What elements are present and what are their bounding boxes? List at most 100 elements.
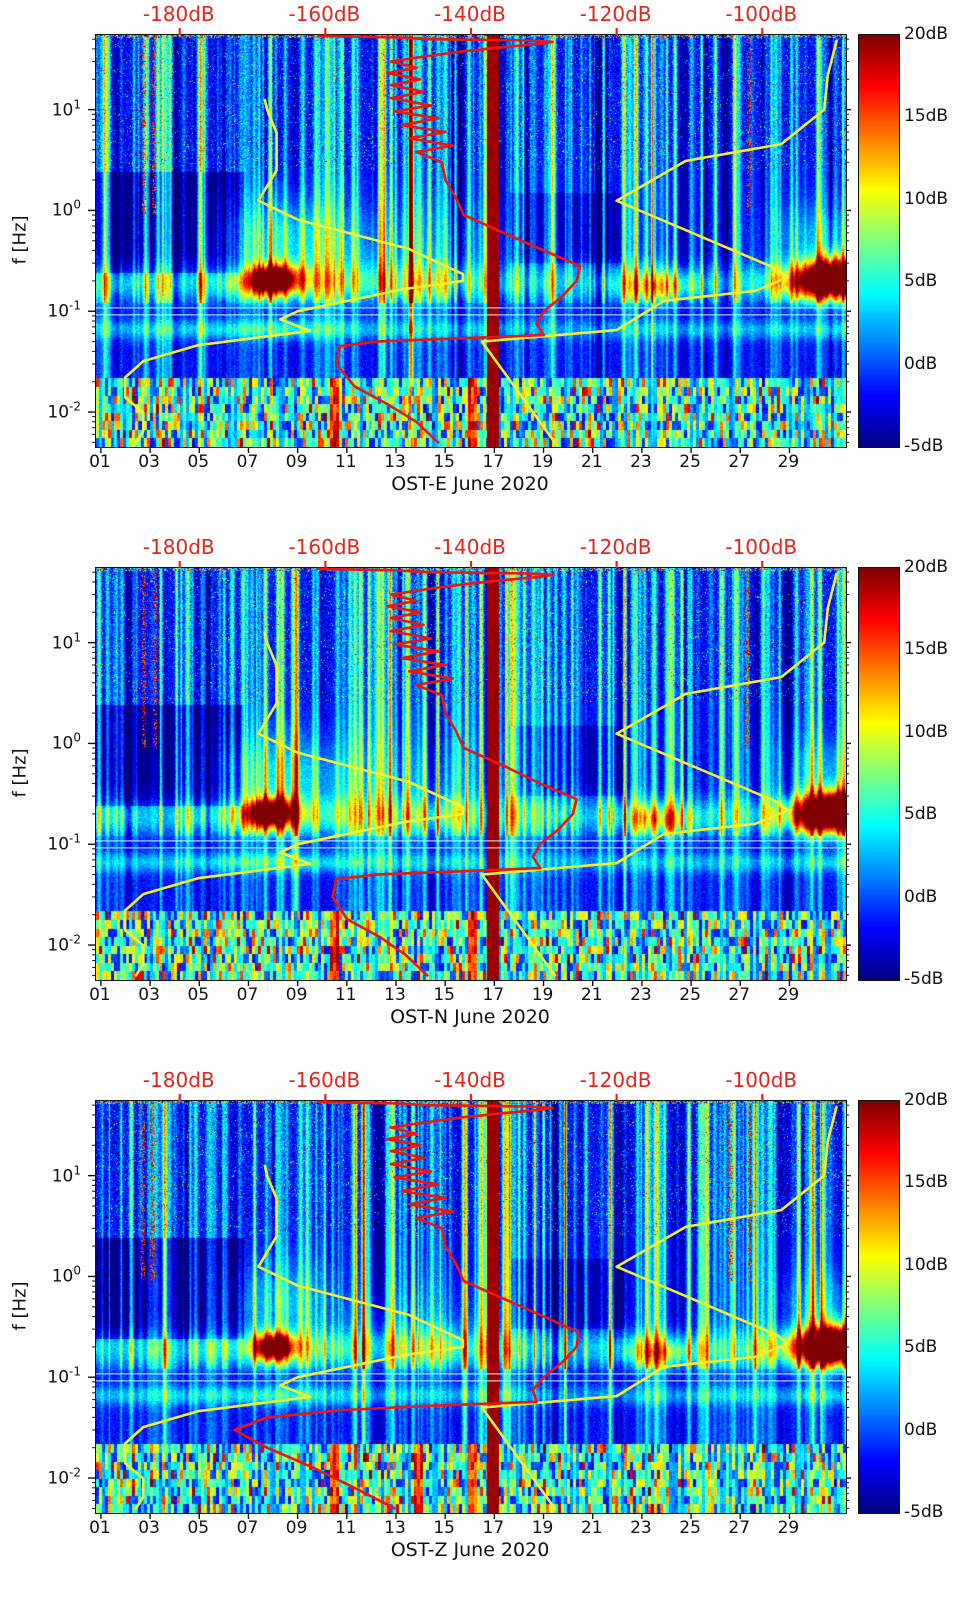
colorbar-tick-label: 0dB: [904, 353, 938, 374]
colorbar-tick-label: -5dB: [904, 969, 944, 989]
x-tick-label: 27: [728, 985, 751, 1005]
y-tick-label: 101: [51, 630, 81, 653]
top-db-label: -140dB: [434, 1068, 506, 1092]
top-db-label: -120dB: [579, 535, 652, 559]
noise-model-high-curve: [480, 39, 838, 444]
colorbar: [858, 34, 900, 448]
x-tick-label: 27: [728, 452, 751, 472]
colorbar-tick-label: 15dB: [904, 1172, 949, 1193]
y-tick-label: 10-2: [47, 1465, 81, 1489]
top-db-label: -140dB: [434, 2, 506, 26]
x-tick-label: 15: [433, 1518, 455, 1538]
top-db-label: -160dB: [288, 2, 361, 26]
psd-mode-curve: [233, 1100, 581, 1510]
x-tick-labels: 01 03 05 07 09 11 13 15 17 19 21 23 25 27 29: [89, 1518, 845, 1538]
x-tick-label: 25: [679, 452, 701, 472]
x-tick-labels: 01 03 05 07 09 11 13 15 17 19 21 23 25 27 29: [89, 985, 845, 1005]
psd-mode-curve: [316, 34, 582, 444]
x-tick-label: 15: [433, 985, 455, 1005]
x-axis-title: OST-E June 2020: [391, 473, 549, 495]
y-tick-label: 100: [51, 731, 81, 754]
x-tick-label: 07: [236, 452, 259, 472]
y-tick-label: 10-1: [47, 298, 81, 322]
colorbar-labels: 20dB 15dB 10dB 5dB 0dB -5dB: [904, 557, 961, 989]
x-tick-label: 11: [334, 985, 357, 1005]
curves-overlay: [88, 561, 851, 986]
colorbar-tick-label: 10dB: [904, 188, 949, 209]
y-tick-label: 10-2: [47, 399, 81, 423]
x-tick-label: 13: [384, 452, 406, 472]
noise-model-high-curve: [480, 572, 838, 977]
x-tick-label: 21: [580, 985, 603, 1005]
x-tick-label: 25: [679, 1518, 701, 1538]
top-db-label: -120dB: [579, 2, 652, 26]
x-tick-label: 09: [285, 1518, 308, 1538]
y-tick-labels: 10-2 10-1 100 101: [0, 1100, 87, 1512]
spectrogram-plot: [88, 1094, 851, 1519]
spectrogram-canvas: [96, 35, 846, 447]
top-db-label: -180dB: [142, 2, 215, 26]
colorbar-labels: 20dB 15dB 10dB 5dB 0dB -5dB: [904, 1090, 961, 1522]
x-tick-label: 19: [531, 985, 554, 1005]
colorbar-tick-label: 5dB: [904, 1337, 938, 1358]
noise-model-high-curve: [480, 1105, 838, 1510]
x-tick-label: 01: [89, 1518, 111, 1538]
colorbar-labels: 20dB 15dB 10dB 5dB 0dB -5dB: [904, 24, 961, 456]
x-tick-label: 23: [630, 985, 652, 1005]
colorbar-tick-label: 15dB: [904, 639, 949, 660]
x-tick-label: 17: [482, 1518, 505, 1538]
colorbar-tick-label: 20dB: [904, 24, 949, 44]
colorbar: [858, 1100, 900, 1514]
noise-model-low-curve: [123, 1164, 465, 1510]
top-db-axis: -180dB -160dB -140dB -120dB -100dB: [95, 1068, 845, 1096]
top-db-label: -180dB: [142, 1068, 215, 1092]
top-db-label: -100dB: [725, 2, 798, 26]
psd-mode-curve: [316, 567, 578, 977]
colorbar-tick-label: 10dB: [904, 1254, 949, 1275]
x-tick-label: 21: [580, 1518, 603, 1538]
x-tick-label: 05: [187, 452, 210, 472]
panel-2: -180dB -160dB -140dB -120dB -100dB f [Hz] 10…: [0, 1066, 962, 1599]
x-tick-label: 13: [384, 1518, 406, 1538]
top-db-label: -160dB: [288, 535, 361, 559]
y-tick-label: 101: [51, 97, 81, 120]
x-tick-label: 07: [236, 1518, 259, 1538]
colorbar-tick-label: 15dB: [904, 106, 949, 127]
x-tick-label: 29: [777, 985, 800, 1005]
top-db-label: -100dB: [725, 1068, 798, 1092]
x-tick-label: 11: [334, 1518, 357, 1538]
y-tick-label: 10-1: [47, 831, 81, 855]
x-tick-label: 29: [777, 1518, 800, 1538]
noise-model-low-curve: [123, 631, 465, 977]
top-db-axis: -180dB -160dB -140dB -120dB -100dB: [95, 2, 845, 30]
colorbar-tick-label: 20dB: [904, 1090, 949, 1110]
curves-overlay: [88, 28, 851, 453]
spectrogram-canvas: [96, 1101, 846, 1513]
curves-overlay: [88, 1094, 851, 1519]
panel-0: -180dB -160dB -140dB -120dB -100dB f [Hz] 10…: [0, 0, 962, 533]
x-tick-label: 23: [630, 1518, 652, 1538]
y-tick-label: 100: [51, 198, 81, 221]
x-tick-label: 09: [285, 985, 308, 1005]
x-tick-label: 13: [384, 985, 406, 1005]
panel-1: -180dB -160dB -140dB -120dB -100dB f [Hz] 10…: [0, 533, 962, 1066]
colorbar-tick-label: 10dB: [904, 721, 949, 742]
colorbar-tick-label: -5dB: [904, 436, 944, 456]
y-tick-label: 100: [51, 1264, 81, 1287]
top-db-label: -160dB: [288, 1068, 361, 1092]
x-tick-label: 23: [630, 452, 652, 472]
colorbar-tick-label: -5dB: [904, 1502, 944, 1522]
spectrogram-plot: [88, 28, 851, 453]
x-tick-label: 03: [138, 1518, 160, 1538]
x-tick-label: 07: [236, 985, 259, 1005]
x-tick-label: 09: [285, 452, 308, 472]
top-db-label: -120dB: [579, 1068, 652, 1092]
spectrogram-plot: [88, 561, 851, 986]
x-axis-title: OST-N June 2020: [390, 1006, 550, 1028]
x-tick-label: 25: [679, 985, 701, 1005]
x-tick-label: 03: [138, 452, 160, 472]
x-axis-title: OST-Z June 2020: [390, 1539, 550, 1561]
noise-model-low-curve: [123, 98, 465, 444]
x-tick-label: 17: [482, 985, 505, 1005]
